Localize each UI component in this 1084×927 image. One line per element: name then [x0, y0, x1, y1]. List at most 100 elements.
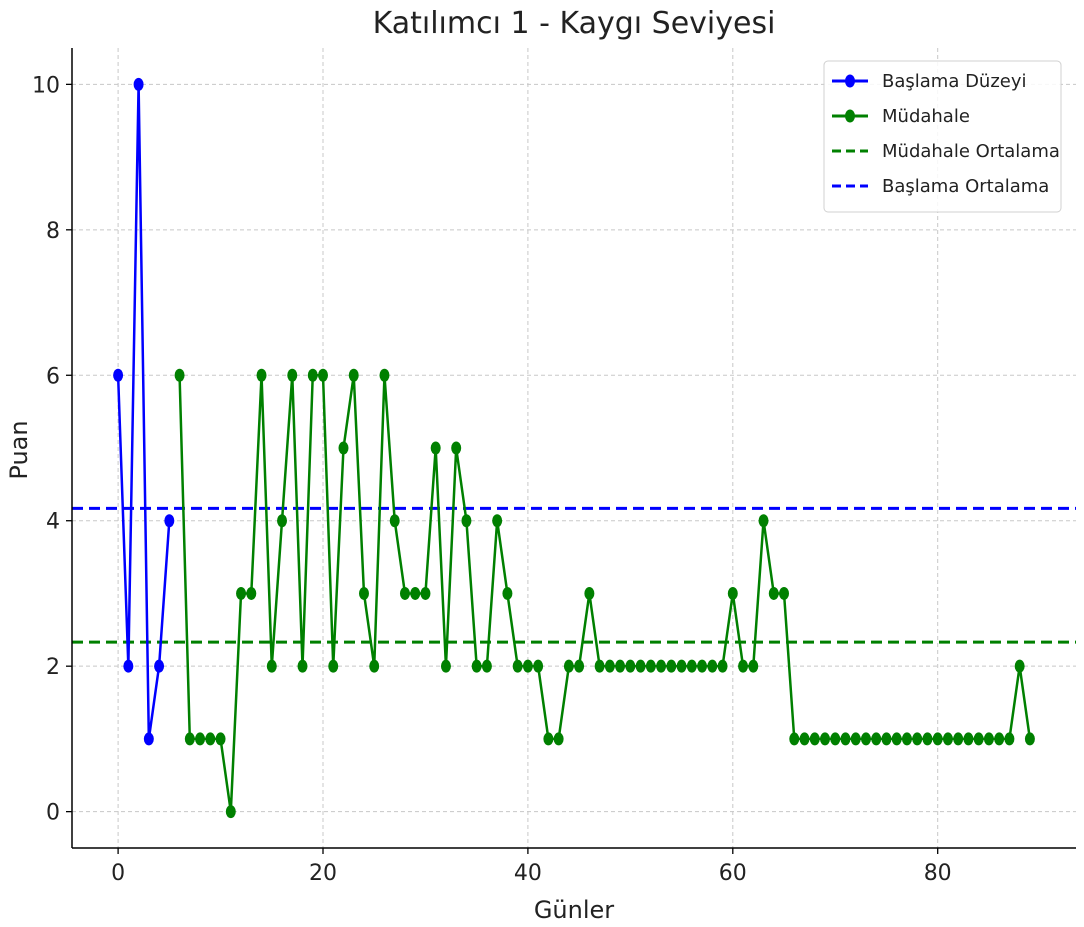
data-point: [297, 659, 308, 673]
data-point: [164, 514, 175, 528]
y-axis-label: Puan: [5, 420, 33, 479]
data-point: [174, 368, 185, 382]
data-point: [635, 659, 646, 673]
data-point: [379, 368, 390, 382]
series-baseline: [113, 77, 175, 746]
data-point: [133, 77, 144, 91]
x-tick-label: 80: [924, 861, 952, 886]
series-intervention: [174, 368, 1035, 819]
data-point: [123, 659, 134, 673]
x-tick-label: 40: [514, 861, 542, 886]
data-point: [451, 441, 462, 455]
data-point: [399, 586, 410, 600]
data-point: [369, 659, 380, 673]
data-point: [779, 586, 790, 600]
data-point: [871, 732, 882, 746]
data-point: [266, 659, 277, 673]
data-point: [932, 732, 943, 746]
data-point: [656, 659, 667, 673]
ticks: 0 20 40 60 80 0 2 4 6 8 10: [32, 73, 952, 886]
y-tick-label: 2: [46, 655, 60, 680]
data-point: [666, 659, 677, 673]
data-point: [113, 368, 124, 382]
data-point: [410, 586, 421, 600]
y-tick-label: 8: [46, 219, 60, 244]
data-point: [799, 732, 810, 746]
series-line: [178, 374, 1032, 813]
data-point: [287, 368, 298, 382]
x-tick-label: 0: [111, 861, 125, 886]
data-point: [338, 441, 349, 455]
data-point: [697, 659, 708, 673]
data-point: [389, 514, 400, 528]
data-point: [604, 659, 615, 673]
data-point: [727, 586, 738, 600]
legend-marker-swatch: [845, 109, 855, 123]
data-point: [318, 368, 328, 382]
data-point: [748, 659, 759, 673]
data-point: [922, 732, 933, 746]
legend-label: Müdahale: [882, 106, 970, 127]
data-point: [358, 586, 369, 600]
data-point: [492, 514, 503, 528]
data-point: [277, 514, 288, 528]
data-point: [154, 659, 165, 673]
data-point: [256, 368, 267, 382]
data-point: [533, 659, 544, 673]
legend-marker-swatch: [845, 74, 855, 88]
data-point: [758, 514, 769, 528]
y-tick-label: 10: [32, 73, 60, 98]
data-point: [881, 732, 892, 746]
data-point: [522, 659, 533, 673]
data-point: [738, 659, 749, 673]
data-point: [820, 732, 830, 746]
data-point: [707, 659, 718, 673]
data-point: [676, 659, 687, 673]
data-point: [553, 732, 564, 746]
data-point: [768, 586, 779, 600]
data-point: [809, 732, 820, 746]
data-point: [215, 732, 226, 746]
data-point: [830, 732, 841, 746]
legend: Başlama Düzeyi Müdahale Müdahale Ortalama B…: [823, 60, 1062, 213]
data-point: [983, 732, 994, 746]
axes: [71, 48, 1076, 849]
data-point: [563, 659, 574, 673]
data-point: [789, 732, 800, 746]
data-point: [512, 659, 523, 673]
y-tick-label: 6: [46, 364, 60, 389]
legend-item: Müdahale Ortalama: [832, 141, 1060, 162]
data-point: [574, 659, 585, 673]
y-tick-label: 4: [46, 510, 60, 535]
data-point: [543, 732, 554, 746]
data-point: [236, 586, 247, 600]
data-point: [328, 659, 339, 673]
data-point: [1014, 659, 1025, 673]
data-point: [1004, 732, 1015, 746]
legend-item: Başlama Düzeyi: [832, 71, 1027, 92]
x-axis-label: Günler: [534, 896, 614, 924]
data-point: [348, 368, 359, 382]
data-point: [440, 659, 451, 673]
x-tick-label: 60: [719, 861, 747, 886]
data-point: [461, 514, 472, 528]
legend-item: Müdahale: [832, 106, 970, 127]
data-point: [615, 659, 626, 673]
data-point: [686, 659, 697, 673]
data-point: [195, 732, 206, 746]
x-tick-label: 20: [309, 861, 337, 886]
chart-title: Katılımcı 1 - Kaygı Seviyesi: [373, 6, 776, 41]
series-layer: [113, 77, 1035, 819]
data-point: [912, 732, 923, 746]
data-point: [1024, 732, 1035, 746]
reference-lines: [72, 506, 1076, 644]
data-point: [143, 732, 154, 746]
data-point: [994, 732, 1005, 746]
data-point: [963, 732, 974, 746]
data-point: [901, 732, 912, 746]
legend-item: Başlama Ortalama: [832, 176, 1049, 197]
data-point: [584, 586, 595, 600]
data-point: [850, 732, 861, 746]
data-point: [420, 586, 431, 600]
